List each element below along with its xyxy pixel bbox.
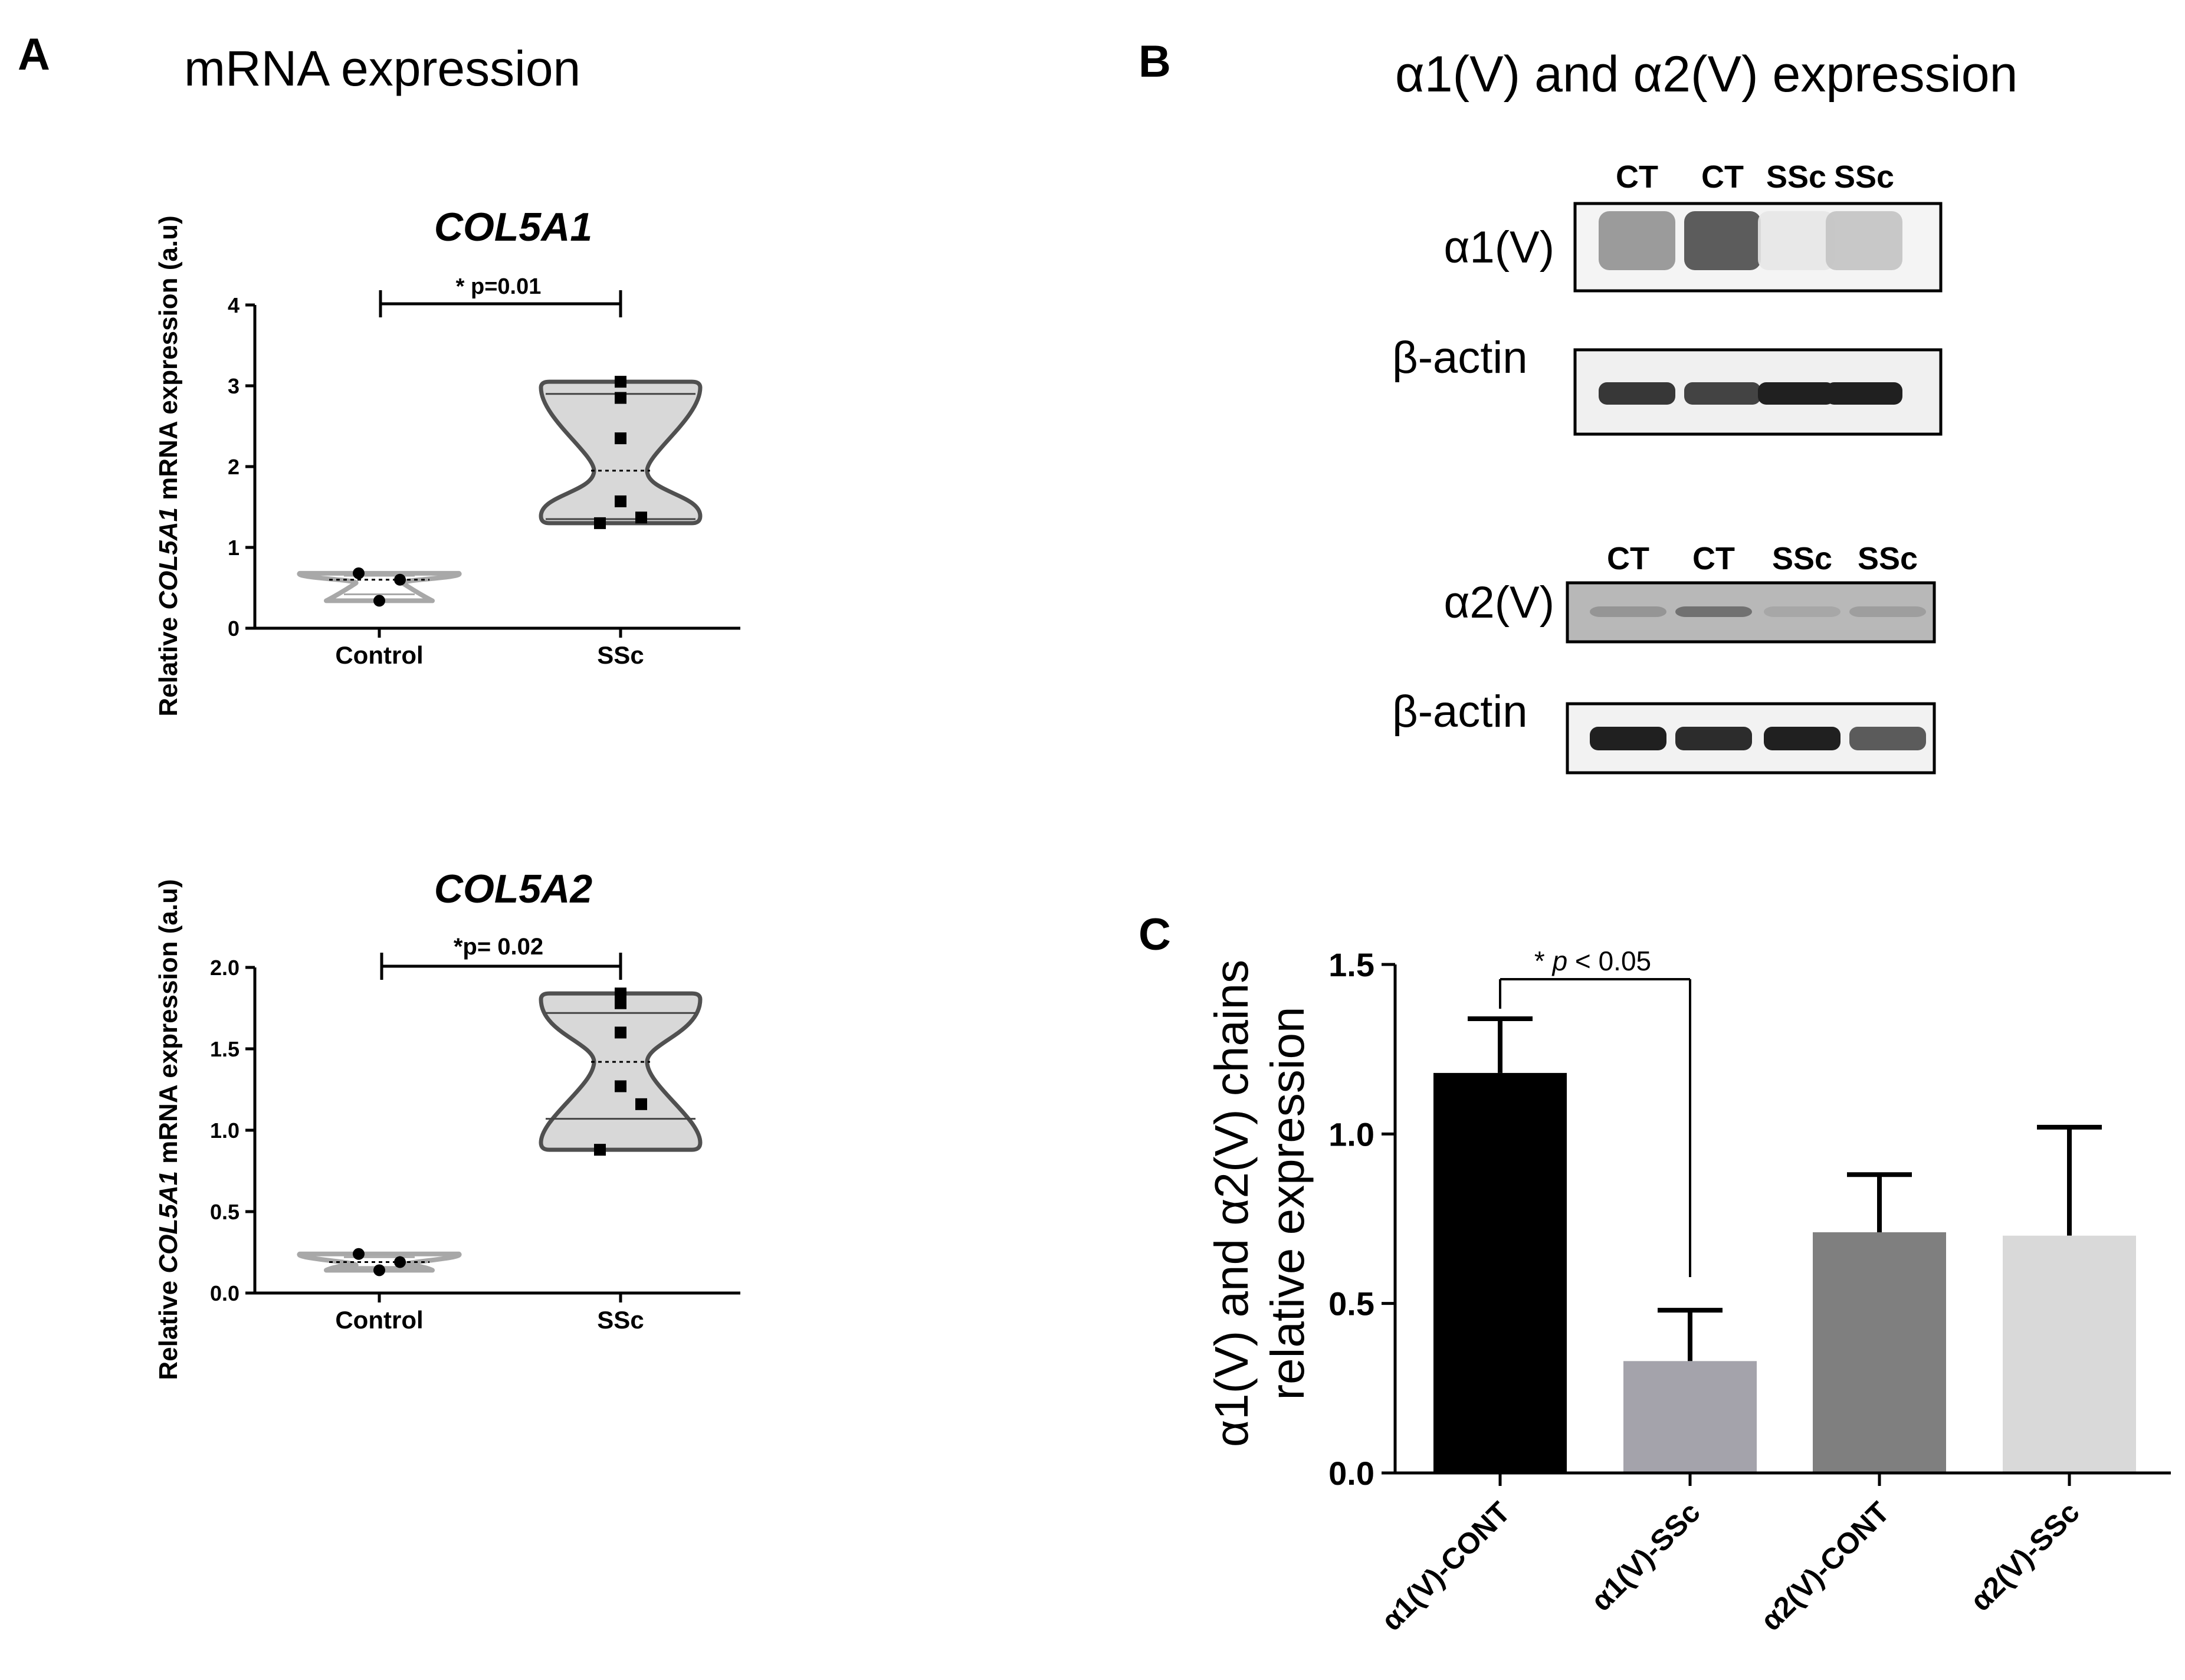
bar-y-axis-label-line1: α1(V) and α2(V) chains [1205, 960, 1258, 1447]
col5a2-violin-plot: COL5A2 Relative COL5A1 mRNA expression (… [154, 867, 740, 1380]
col5a2-point-control [373, 1264, 385, 1277]
col5a2-point-ssc [615, 987, 626, 1000]
col5a2-y-tick-label: 0.5 [210, 1200, 240, 1224]
col5a1-p-value: * p=0.01 [456, 274, 542, 299]
col5a2-title: COL5A2 [434, 867, 592, 911]
col5a1-point-ssc [615, 392, 626, 404]
col5a1-point-ssc [594, 517, 606, 529]
col5a2-y-tick-label: 0.0 [210, 1281, 240, 1305]
col5a1-y-tick-label: 2 [228, 455, 240, 479]
panel-c-bar-chart: C α1(V) and α2(V) chains relative expres… [1139, 910, 2171, 1637]
blot2-target-band [1590, 606, 1666, 617]
col5a1-point-ssc [615, 495, 626, 507]
col5a1-point-ssc [615, 432, 626, 445]
alpha1-western-blot: CT CT SSc SSc α1(V) β-actin [1392, 159, 1943, 436]
col5a1-point-control [394, 573, 406, 586]
col5a2-point-ssc [635, 1098, 647, 1110]
blot2-lane-label: SSc [1772, 541, 1832, 576]
col5a1-y-tick-label: 3 [228, 374, 240, 398]
blot1-lane-label: SSc [1766, 159, 1826, 195]
col5a2-point-ssc [615, 997, 626, 1009]
blot2-lane-label: CT [1692, 541, 1735, 576]
blot1-actin-band [1758, 382, 1835, 405]
blot2-lane-label: SSc [1858, 541, 1918, 576]
bar-a2-cont [1813, 1232, 1946, 1473]
col5a2-point-control [353, 1248, 365, 1260]
col5a2-point-ssc [615, 1026, 626, 1039]
panel-a-letter: A [18, 29, 50, 80]
blot2-target-band [1764, 606, 1840, 617]
bar-x-tick-label: α2(V)-CONT [1754, 1495, 1896, 1637]
col5a1-point-control [373, 595, 385, 607]
col5a1-violin-ssc [539, 379, 703, 526]
blot1-lane-label: CT [1616, 159, 1658, 195]
bar-y-tick-label: 0.0 [1328, 1455, 1374, 1492]
bar-p-value: * p < 0.05 [1534, 946, 1651, 976]
bar-a2-ssc [2003, 1235, 2136, 1473]
bar-y-axis-label-line2: relative expression [1261, 1007, 1314, 1400]
col5a2-point-ssc [615, 1080, 626, 1092]
blot1-actin-band [1826, 382, 1902, 405]
blot1-lane-label: CT [1701, 159, 1744, 195]
panel-b-letter: B [1139, 37, 1171, 87]
col5a1-violin-plot: COL5A1 Relative COL5A1 mRNA expression (… [154, 205, 740, 717]
bar-x-tick-label: α1(V)-SSc [1584, 1495, 1707, 1617]
bar-significance-bracket [1499, 978, 1691, 1277]
panel-b-title: α1(V) and α2(V) expression [1395, 46, 2017, 103]
bar-a1-cont [1433, 1072, 1567, 1473]
blot1-target-band [1826, 211, 1902, 270]
col5a2-point-control [394, 1256, 406, 1268]
bar-x-tick-label: α1(V)-CONT [1375, 1495, 1517, 1637]
alpha1-band-label: α1(V) [1443, 222, 1554, 273]
col5a1-y-tick-label: 0 [228, 616, 240, 641]
blot2-actin-band [1590, 727, 1666, 750]
col5a2-x-tick-label-control: Control [335, 1306, 423, 1334]
panel-c-letter: C [1139, 910, 1171, 960]
bar-y-tick-label: 1.0 [1328, 1115, 1374, 1153]
col5a2-y-axis-label: Relative COL5A1 mRNA expression (a.u) [154, 879, 183, 1380]
col5a2-significance-bracket [380, 953, 622, 980]
blot1-target-band [1599, 211, 1675, 270]
col5a2-y-tick-label: 1.5 [210, 1037, 240, 1061]
blot1-actin-band [1684, 382, 1761, 405]
col5a1-x-tick-label-control: Control [335, 641, 423, 669]
alpha2-band-label: α2(V) [1443, 578, 1554, 628]
col5a1-y-axis-label: Relative COL5A1 mRNA expression (a.u) [154, 215, 183, 716]
bar-x-tick-label: α2(V)-SSc [1964, 1495, 2086, 1617]
col5a1-title: COL5A1 [434, 205, 592, 250]
col5a1-point-ssc [615, 376, 626, 388]
bar-a1-ssc [1623, 1361, 1757, 1473]
blot2-target-band [1675, 606, 1752, 617]
col5a1-y-tick-label: 1 [228, 536, 240, 560]
alpha2-blot-actin-label: β-actin [1392, 687, 1528, 737]
col5a2-y-tick-label: 2.0 [210, 956, 240, 980]
blot2-target-band [1849, 606, 1926, 617]
col5a1-significance-bracket [379, 290, 622, 317]
panel-a: A mRNA expression COL5A1 Relative COL5A1… [18, 29, 740, 1380]
col5a1-point-ssc [635, 511, 647, 524]
alpha2-western-blot: CT CT SSc SSc α2(V) β-actin [1392, 541, 1936, 775]
col5a1-y-tick-label: 4 [228, 293, 240, 317]
panel-b: B α1(V) and α2(V) expression CT CT SSc SSc … [1139, 37, 2017, 775]
blot2-actin-band [1675, 727, 1752, 750]
bar-y-tick-label: 1.5 [1328, 946, 1374, 983]
blot1-target-band [1758, 211, 1835, 270]
blot1-actin-band [1599, 382, 1675, 405]
bar-y-tick-label: 0.5 [1328, 1285, 1374, 1323]
alpha1-blot-actin-label: β-actin [1392, 333, 1528, 383]
col5a2-y-tick-label: 1.0 [210, 1118, 240, 1143]
blot2-lane-label: CT [1607, 541, 1649, 576]
col5a2-x-tick-label-ssc: SSc [597, 1306, 644, 1334]
col5a2-violin-ssc [539, 991, 703, 1152]
col5a2-p-value: *p= 0.02 [454, 934, 543, 960]
blot2-actin-band [1764, 727, 1840, 750]
col5a2-point-ssc [594, 1144, 606, 1156]
blot2-actin-band [1849, 727, 1926, 750]
panel-a-title: mRNA expression [184, 41, 580, 96]
blot1-target-band [1684, 211, 1761, 270]
col5a1-point-control [353, 567, 365, 579]
col5a1-x-tick-label-ssc: SSc [597, 641, 644, 669]
blot1-lane-label: SSc [1834, 159, 1894, 195]
